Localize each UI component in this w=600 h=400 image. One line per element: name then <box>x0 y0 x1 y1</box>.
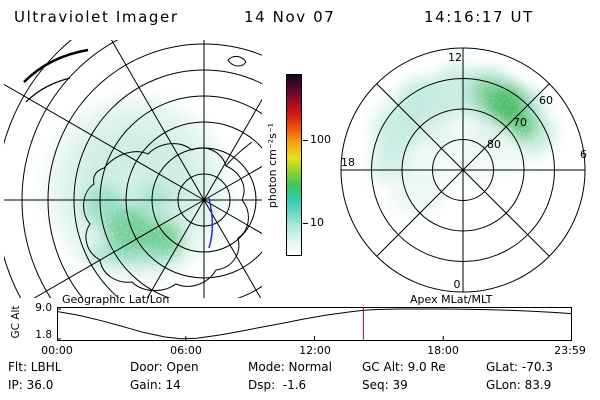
status-flt: Flt: LBHL <box>8 360 62 374</box>
colorbar-gradient <box>286 74 302 256</box>
xtick-1200: 12:00 <box>299 344 331 357</box>
strip-chart-ticks <box>57 308 444 340</box>
mlat-label-70: 70 <box>513 116 527 129</box>
geo-polar-image <box>4 40 262 298</box>
gc-alt-curve <box>57 308 572 340</box>
mlt-label-0: 0 <box>454 278 461 291</box>
mlt-label-6: 6 <box>580 148 587 161</box>
status-gain: Gain: 14 <box>130 378 181 392</box>
colorbar-tick-100: 100 <box>310 133 331 146</box>
gc-alt-ytick-bottom: 1.8 <box>35 329 52 341</box>
xtick-1800: 18:00 <box>427 344 459 357</box>
gc-alt-axis-label: GC Alt <box>10 305 22 339</box>
mlt-label-12: 12 <box>448 51 462 64</box>
apex-grid-labels: 12 18 6 0 60 70 80 <box>341 51 587 291</box>
apex-polar-image: 12 18 6 0 60 70 80 <box>340 47 587 293</box>
gc-alt-ytick-top: 9.0 <box>35 302 52 314</box>
status-mode: Mode: Normal <box>248 360 332 374</box>
geo-plot-caption: Geographic Lat/Lon <box>62 293 170 306</box>
status-seq: Seq: 39 <box>362 378 408 392</box>
status-gc-alt: GC Alt: 9.0 Re <box>362 360 446 374</box>
xtick-0600: 06:00 <box>170 344 202 357</box>
xtick-2359: 23:59 <box>554 344 586 357</box>
page-title: Ultraviolet Imager <box>14 8 179 26</box>
colorbar-tick-10: 10 <box>310 216 324 229</box>
geo-satellite-track <box>208 197 214 249</box>
header-time: 14:16:17 UT <box>424 8 534 26</box>
status-glon: GLon: 83.9 <box>486 378 552 392</box>
mlt-label-18: 18 <box>341 156 355 169</box>
strip-chart-frame <box>57 307 572 341</box>
colorbar-tickmark-10 <box>303 223 308 224</box>
xtick-0000: 00:00 <box>41 344 73 357</box>
colorbar-label: photon cm⁻²s⁻¹ <box>266 122 279 209</box>
apex-mlt-grid <box>340 47 586 293</box>
status-ip: IP: 36.0 <box>8 378 54 392</box>
geo-aurora-emission <box>34 85 240 291</box>
status-dsp: Dsp: -1.6 <box>248 378 307 392</box>
header-date: 14 Nov 07 <box>244 8 336 26</box>
status-glat: GLat: -70.3 <box>486 360 553 374</box>
mlat-label-80: 80 <box>487 138 501 151</box>
geo-lat-lon-grid <box>4 40 262 298</box>
status-door: Door: Open <box>130 360 199 374</box>
apex-plot-caption: Apex MLat/MLT <box>410 293 493 306</box>
geo-coastline <box>23 48 253 291</box>
mlat-label-60: 60 <box>539 94 553 107</box>
colorbar-tickmark-100 <box>303 140 308 141</box>
gc-alt-strip-chart <box>57 307 572 341</box>
